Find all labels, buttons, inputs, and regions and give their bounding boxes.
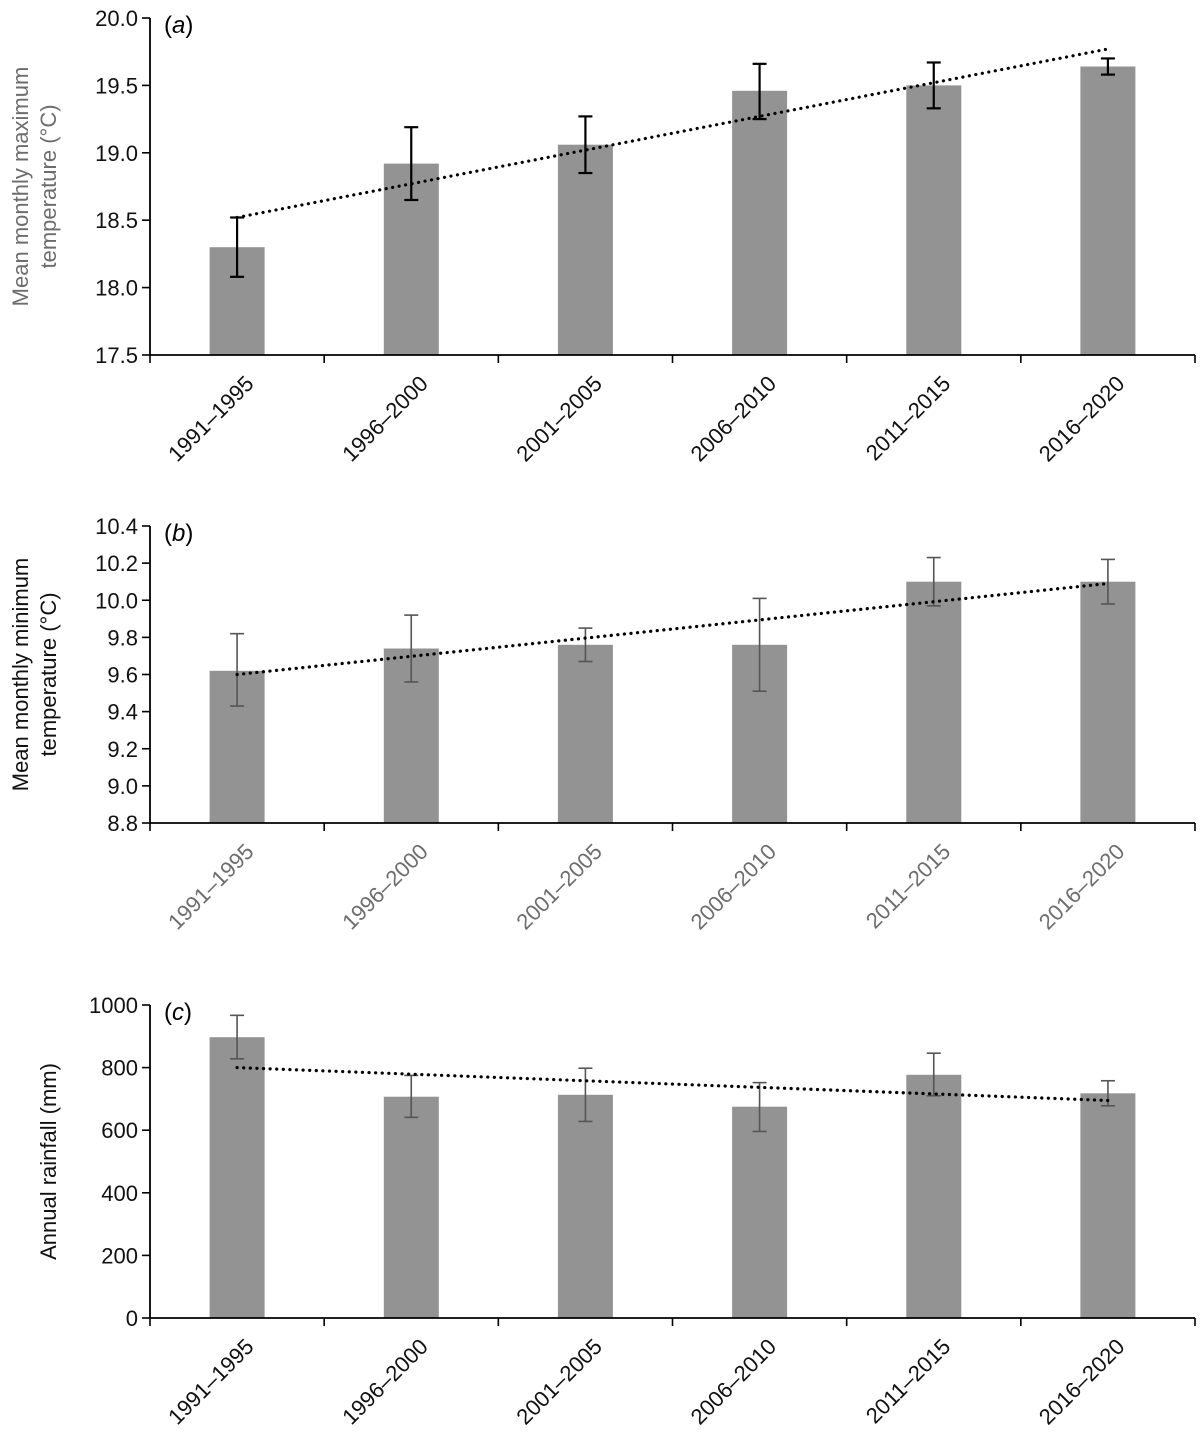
x-tick-label: 1996–2000 — [337, 839, 433, 935]
trendline — [235, 1065, 1110, 1103]
x-tick-label: 2016–2020 — [1034, 839, 1130, 935]
error-bar — [578, 627, 593, 663]
panel-label-letter: b — [172, 520, 185, 547]
x-tick-label: 2011–2015 — [861, 839, 955, 933]
y-tick-label: 1000 — [89, 993, 138, 1018]
y-tick-label: 10.4 — [95, 514, 138, 539]
bar — [557, 644, 613, 823]
error-bar — [578, 115, 593, 175]
y-tick-label: 9.4 — [107, 700, 138, 725]
y-axis-title: Mean monthly maximum — [8, 67, 33, 307]
error-bar — [752, 62, 767, 121]
bar — [1080, 1093, 1136, 1318]
chart-panel-c: 0 200 400 600 800 1000 1991–1995 1996–2000 2001–… — [36, 993, 1196, 1430]
bar — [906, 85, 962, 356]
error-bar — [578, 1067, 593, 1123]
bar — [209, 1037, 265, 1318]
bar — [383, 1096, 439, 1318]
error-bar — [404, 614, 419, 683]
panel-label: (c) — [164, 999, 192, 1026]
bar — [906, 581, 962, 823]
error-bar — [752, 597, 767, 693]
y-tick-label: 10.2 — [95, 551, 138, 576]
x-tick-label: 1996–2000 — [337, 371, 433, 467]
x-tick-label: 2001–2005 — [511, 839, 607, 935]
x-tick-label: 1991–1995 — [163, 371, 259, 467]
y-tick-label: 9.2 — [107, 737, 138, 762]
bar — [732, 90, 788, 356]
y-tick-label: 18.0 — [95, 276, 138, 301]
x-tick-label: 2001–2005 — [511, 1334, 607, 1430]
error-bar — [926, 556, 941, 607]
y-tick-label: 10.0 — [95, 588, 138, 613]
x-tick-label: 1991–1995 — [163, 1334, 259, 1430]
y-tick-label: 19.0 — [95, 141, 138, 166]
y-tick-label: 9.0 — [107, 774, 138, 799]
panel-label-open: ( — [164, 999, 172, 1026]
bar — [557, 144, 613, 355]
panel-label-letter: c — [172, 999, 184, 1026]
bar — [557, 1094, 613, 1318]
y-tick-label: 9.6 — [107, 663, 138, 688]
x-tick-label: 2006–2010 — [686, 371, 782, 467]
y-tick-label: 18.5 — [95, 208, 138, 233]
x-tick-label: 2011–2015 — [861, 1334, 955, 1428]
panel-label: (a) — [164, 12, 193, 39]
error-bar — [926, 61, 941, 110]
error-bar — [404, 126, 419, 202]
bar — [1080, 66, 1136, 355]
panel-label-close: ) — [184, 999, 192, 1026]
y-tick-label: 800 — [101, 1056, 138, 1081]
y-tick-label: 8.8 — [107, 811, 138, 836]
error-bar — [1100, 558, 1115, 605]
y-axis-title: temperature (°C) — [36, 592, 61, 756]
bar — [732, 1106, 788, 1318]
chart-panel-b: 8.8 9.0 9.2 9.4 9.6 9.8 10.0 10.2 10.4 1991–1995 1… — [8, 514, 1196, 935]
panel-label-open: ( — [164, 520, 172, 547]
error-bar — [926, 1052, 941, 1097]
panel-label-open: ( — [164, 12, 172, 39]
x-tick-label: 2001–2005 — [511, 371, 607, 467]
x-tick-label: 2011–2015 — [861, 371, 955, 465]
panel-label-close: ) — [185, 12, 193, 39]
trendline — [235, 47, 1110, 220]
y-tick-label: 400 — [101, 1181, 138, 1206]
panel-label: (b) — [164, 520, 193, 547]
x-tick-label: 2006–2010 — [686, 839, 782, 935]
chart-panel-a: 17.5 18.0 18.5 19.0 19.5 20.0 1991–1995 1996–20… — [8, 6, 1196, 467]
x-tick-label: 2016–2020 — [1034, 1334, 1130, 1430]
error-bar — [230, 1014, 245, 1060]
y-tick-label: 20.0 — [95, 6, 138, 31]
y-axis-title: Mean monthly minimum — [8, 558, 33, 792]
y-tick-label: 0 — [126, 1306, 138, 1331]
error-bar — [1100, 57, 1115, 76]
panel-label-close: ) — [185, 520, 193, 547]
y-tick-label: 9.8 — [107, 625, 138, 650]
panel-label-letter: a — [172, 12, 185, 39]
y-axis-title: Annual rainfall (mm) — [36, 1063, 61, 1260]
x-tick-label: 2016–2020 — [1034, 371, 1130, 467]
y-tick-label: 17.5 — [95, 343, 138, 368]
y-tick-label: 200 — [101, 1243, 138, 1268]
bar — [906, 1074, 962, 1318]
y-tick-label: 600 — [101, 1118, 138, 1143]
x-tick-label: 1991–1995 — [163, 839, 259, 935]
x-tick-label: 1996–2000 — [337, 1334, 433, 1430]
y-axis-title: temperature (°C) — [36, 104, 61, 268]
y-tick-label: 19.5 — [95, 73, 138, 98]
error-bar — [752, 1081, 767, 1133]
error-bar — [230, 632, 245, 707]
trendline — [235, 581, 1110, 677]
bar — [1080, 581, 1136, 823]
x-tick-label: 2006–2010 — [686, 1334, 782, 1430]
